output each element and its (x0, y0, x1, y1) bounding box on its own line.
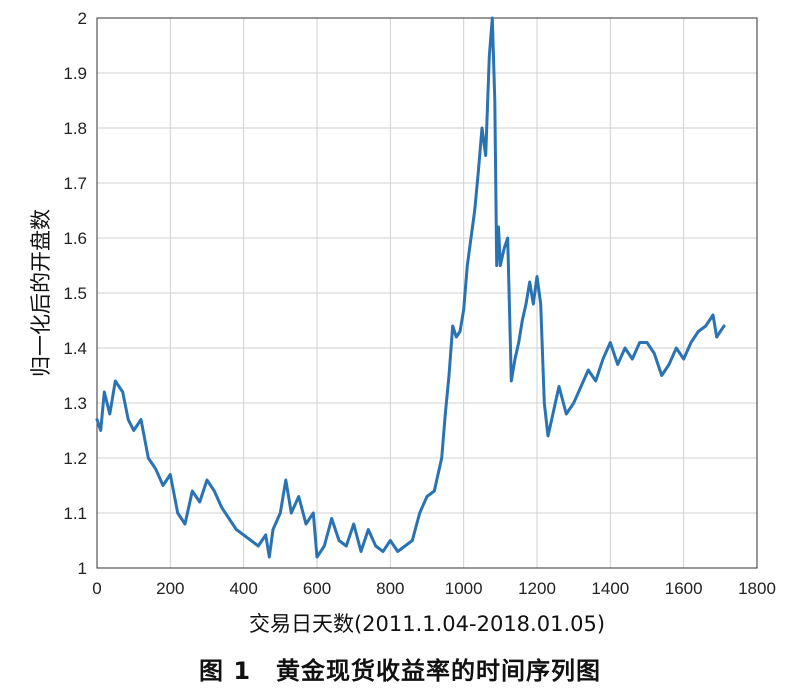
y-tick-label: 1.3 (63, 394, 87, 413)
x-tick-label: 0 (92, 579, 101, 598)
line-chart: 0 200 400 600 800 1000 1200 1400 1600 1800 1 1.1 1.2… (29, 9, 776, 636)
y-tick-label: 1.9 (63, 64, 87, 83)
x-tick-label: 1400 (591, 579, 629, 598)
y-axis-label: 归一化后的开盘数 (29, 209, 53, 377)
series-layer (95, 16, 726, 559)
y-tick-label: 1.8 (63, 119, 87, 138)
x-tick-label: 1800 (738, 579, 776, 598)
y-tick-label: 1.5 (63, 284, 87, 303)
x-tick-label: 200 (156, 579, 184, 598)
y-tick-label: 1.1 (63, 504, 87, 523)
series-line (95, 16, 726, 559)
figure-caption: 图 1 黄金现货收益率的时间序列图 (198, 657, 602, 685)
x-tick-label: 800 (376, 579, 404, 598)
y-tick-label: 1.4 (63, 339, 87, 358)
y-tick-label: 1.7 (63, 174, 87, 193)
x-tick-label: 1000 (445, 579, 483, 598)
y-tick-label: 1.6 (63, 229, 87, 248)
x-tick-label: 1600 (665, 579, 703, 598)
grid (96, 17, 758, 569)
plot-frame (96, 17, 758, 569)
x-axis-label: 交易日天数(2011.1.04-2018.01.05) (249, 612, 605, 636)
x-tick-label: 600 (303, 579, 331, 598)
x-tick-label: 1200 (518, 579, 556, 598)
y-tick-label: 1.2 (63, 449, 87, 468)
axis-ticks: 0 200 400 600 800 1000 1200 1400 1600 1800 1 1.1 1.2… (63, 9, 776, 598)
x-tick-label: 400 (229, 579, 257, 598)
y-tick-label: 1 (78, 559, 87, 578)
y-tick-label: 2 (78, 9, 87, 28)
